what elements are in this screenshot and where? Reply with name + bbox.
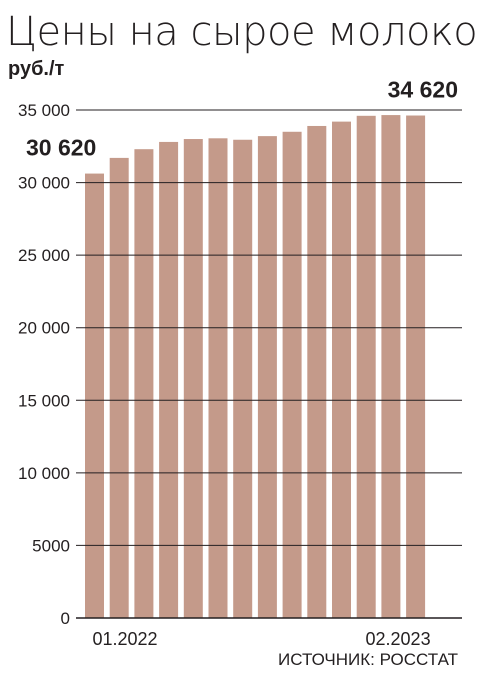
bar [332, 121, 351, 619]
y-tick-label: 5000 [32, 536, 70, 555]
y-tick-label: 35 000 [18, 101, 70, 120]
x-tick-label: 02.2023 [366, 629, 431, 649]
data-label: 30 620 [26, 135, 96, 161]
data-label: 34 620 [388, 77, 458, 103]
y-tick-label: 20 000 [18, 319, 70, 338]
bar [159, 141, 179, 618]
y-tick-label: 25 000 [18, 246, 70, 265]
source-note: ИСТОЧНИК: РОССТАТ [278, 650, 458, 669]
bar [183, 139, 203, 618]
y-tick-label: 10 000 [18, 464, 70, 483]
y-tick-label: 30 000 [18, 174, 70, 193]
bar [381, 115, 401, 618]
bar [109, 157, 129, 618]
bar [85, 173, 104, 618]
bar [282, 131, 302, 618]
bar [233, 139, 253, 619]
y-tick-label: 0 [61, 609, 70, 628]
bar [307, 125, 327, 619]
bar [406, 115, 426, 618]
x-tick-label: 01.2022 [93, 629, 158, 649]
chart-title: Цены на сырое молоко [6, 9, 478, 55]
y-tick-label: 15 000 [18, 391, 70, 410]
bar [356, 115, 376, 618]
bar [257, 136, 277, 618]
bar [208, 138, 228, 618]
y-axis-unit-label: руб./т [8, 58, 65, 80]
bar [134, 149, 154, 618]
